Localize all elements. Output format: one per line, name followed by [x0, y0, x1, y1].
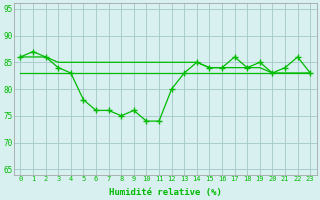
- X-axis label: Humidité relative (%): Humidité relative (%): [109, 188, 222, 197]
